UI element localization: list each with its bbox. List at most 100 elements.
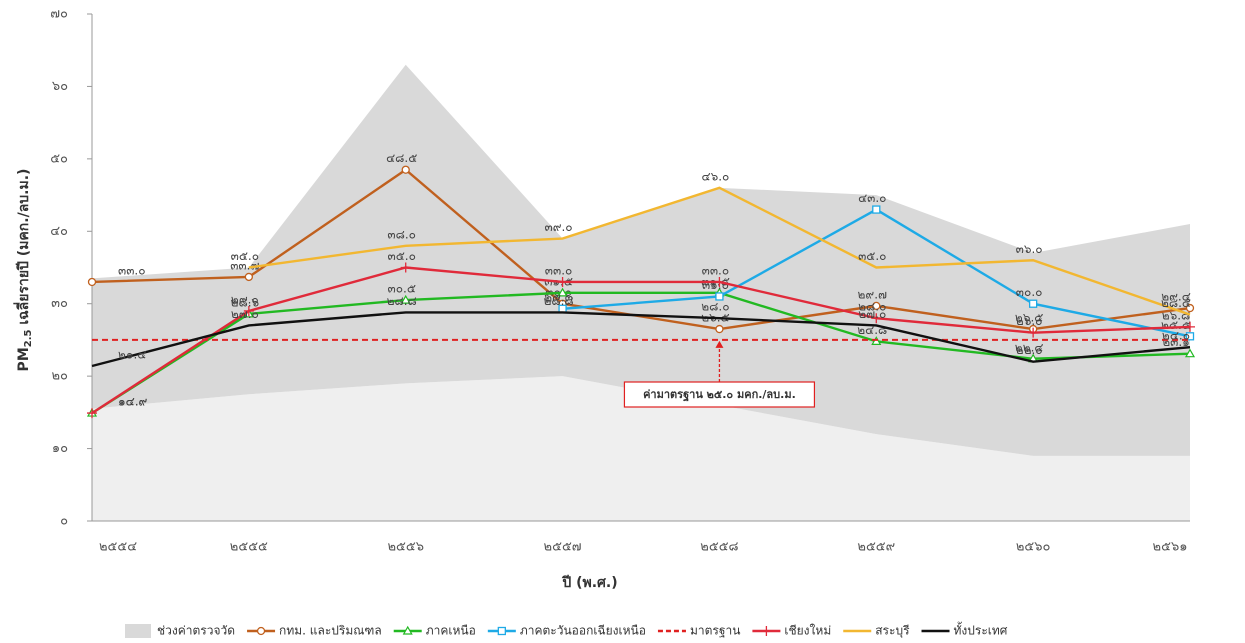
data-label: ๑๔.๙ (118, 395, 148, 409)
legend-swatch (125, 624, 151, 638)
x-tick-label: ๒๕๖๑ (1153, 540, 1188, 555)
data-label: ๓๕.๐ (858, 249, 886, 263)
y-tick-label: ๗๐ (50, 7, 68, 22)
data-label: ๑๔.๙ (118, 395, 148, 409)
range-lower-area (92, 376, 1190, 521)
data-label: ๓๓.๗ (230, 258, 259, 272)
point (872, 301, 881, 311)
data-label: ๒๗.๐ (858, 307, 886, 321)
legend-marker (497, 626, 506, 636)
x-tick-label: ๒๕๕๕ (230, 540, 268, 555)
x-tick-label: ๒๕๖๐ (1016, 540, 1051, 555)
data-label: ๔๘.๕ (386, 151, 417, 165)
data-label: ๓๕.๐ (231, 249, 259, 263)
data-label: ๓๐.๐ (1016, 285, 1043, 299)
data-label: ๒๒.๐ (1016, 343, 1043, 357)
data-label: ๒๘.๘ (387, 294, 417, 308)
data-label: ๒๔.๐ (1162, 329, 1190, 343)
series-line (248, 186, 1191, 316)
point (1185, 303, 1195, 313)
data-label: ๔๓.๐ (858, 191, 886, 205)
point (1028, 327, 1039, 338)
series-line (91, 266, 1191, 415)
point (715, 292, 724, 301)
legend-label: สระบุรี (875, 624, 910, 639)
y-label-sub: 2.5 (23, 329, 34, 347)
data-label: ๒๘.๐ (858, 300, 886, 314)
point (871, 313, 882, 324)
data-label: ๒๘.๖ (231, 295, 260, 309)
y-label-rest: เฉลี่ยรายปี (มคก./ลบ.ม.) (13, 169, 32, 330)
data-label: ๒๑.๔ (118, 348, 146, 362)
y-tick-label: ๓๐ (51, 296, 68, 311)
data-label: ๒๙.๔ (1161, 290, 1191, 304)
legend-marker (761, 626, 772, 636)
y-tick-label: ๖๐ (52, 79, 68, 94)
point (243, 305, 254, 316)
legend-label: เชียงใหม่ (784, 624, 831, 638)
point (1185, 321, 1195, 332)
x-tick-label: ๒๕๕๔ (99, 540, 137, 555)
point (400, 262, 411, 273)
point (872, 205, 881, 214)
x-tick-label: ๒๕๕๘ (700, 540, 738, 555)
legend-label: ภาคเหนือ (426, 624, 476, 638)
annotation-arrowhead (715, 340, 724, 348)
data-label: ๒๙.๓ (544, 290, 573, 304)
data-label: ๒๖.๕ (1015, 311, 1043, 325)
legend-label: ภาคตะวันออกเฉียงเหนือ (520, 624, 646, 638)
data-label: ๒๘.๘ (543, 294, 573, 308)
legend-label: มาตรฐาน (690, 624, 740, 638)
legend-marker (256, 626, 266, 636)
data-label: ๒๘.๕ (1161, 296, 1191, 310)
series-line (91, 311, 1191, 368)
x-tick-label: ๒๕๕๗ (544, 540, 582, 555)
y-tick-label: ๔๐ (50, 224, 68, 239)
data-label: ๔๖.๐ (702, 169, 730, 183)
y-tick-label: ๒๐ (51, 369, 68, 384)
annotation-box (623, 381, 816, 408)
point (714, 276, 725, 287)
point (87, 408, 97, 419)
y-axis-label: PM2.5 เฉลี่ยรายปี (มคก./ลบ.ม.) (13, 169, 34, 372)
data-label: ๓๘.๐ (387, 227, 416, 241)
point (1185, 332, 1195, 341)
data-label: ๓๓.๐ (702, 263, 730, 277)
point (557, 287, 568, 297)
point (1184, 348, 1196, 358)
data-label: ๒๙.๐ (231, 292, 259, 306)
point (715, 324, 724, 334)
data-label: ๓๐.๕ (387, 282, 415, 296)
y-tick-label: ๑๐ (52, 441, 68, 456)
data-label: ๓๓.๐ (545, 263, 573, 277)
point (87, 277, 97, 287)
data-label: ๓๖.๐ (1016, 242, 1043, 256)
data-label: ๒๗.๐ (231, 307, 259, 321)
point (1028, 299, 1038, 308)
point (244, 272, 254, 282)
y-tick-label: ๐ (60, 514, 68, 529)
point (557, 276, 568, 287)
x-tick-label: ๒๕๕๖ (387, 540, 424, 555)
legend-label: กทม. และปริมณฑล (279, 624, 382, 638)
legend-marker (402, 625, 413, 635)
legend-label: ช่วงค่าตรวจวัด (157, 624, 235, 638)
x-axis-label: ปี (พ.ศ.) (561, 575, 618, 591)
y-tick-label: ๕๐ (50, 151, 68, 166)
data-label: ๒๖.๐ (1016, 314, 1043, 328)
data-label: ๓๙.๐ (545, 220, 573, 234)
data-label: ๒๙.๗ (858, 287, 888, 301)
y-label-main: PM (16, 347, 32, 371)
range-band (92, 64, 1190, 456)
data-label: ๓๕.๐ (387, 249, 415, 263)
data-label: ๒๘.๐ (701, 300, 729, 314)
legend-label: ทั้งประเทศ (954, 622, 1008, 638)
data-label: ๓๑.๐ (702, 278, 729, 292)
annotation: ค่ามาตรฐาน ๒๕.๐ มคก./ลบ.ม. (643, 388, 796, 402)
x-tick-label: ๒๕๕๙ (857, 540, 895, 555)
point (400, 294, 411, 304)
data-label: ๒๓.๑ (1162, 335, 1190, 349)
point (401, 165, 410, 174)
data-label: ๒๒.๔ (1015, 340, 1044, 354)
